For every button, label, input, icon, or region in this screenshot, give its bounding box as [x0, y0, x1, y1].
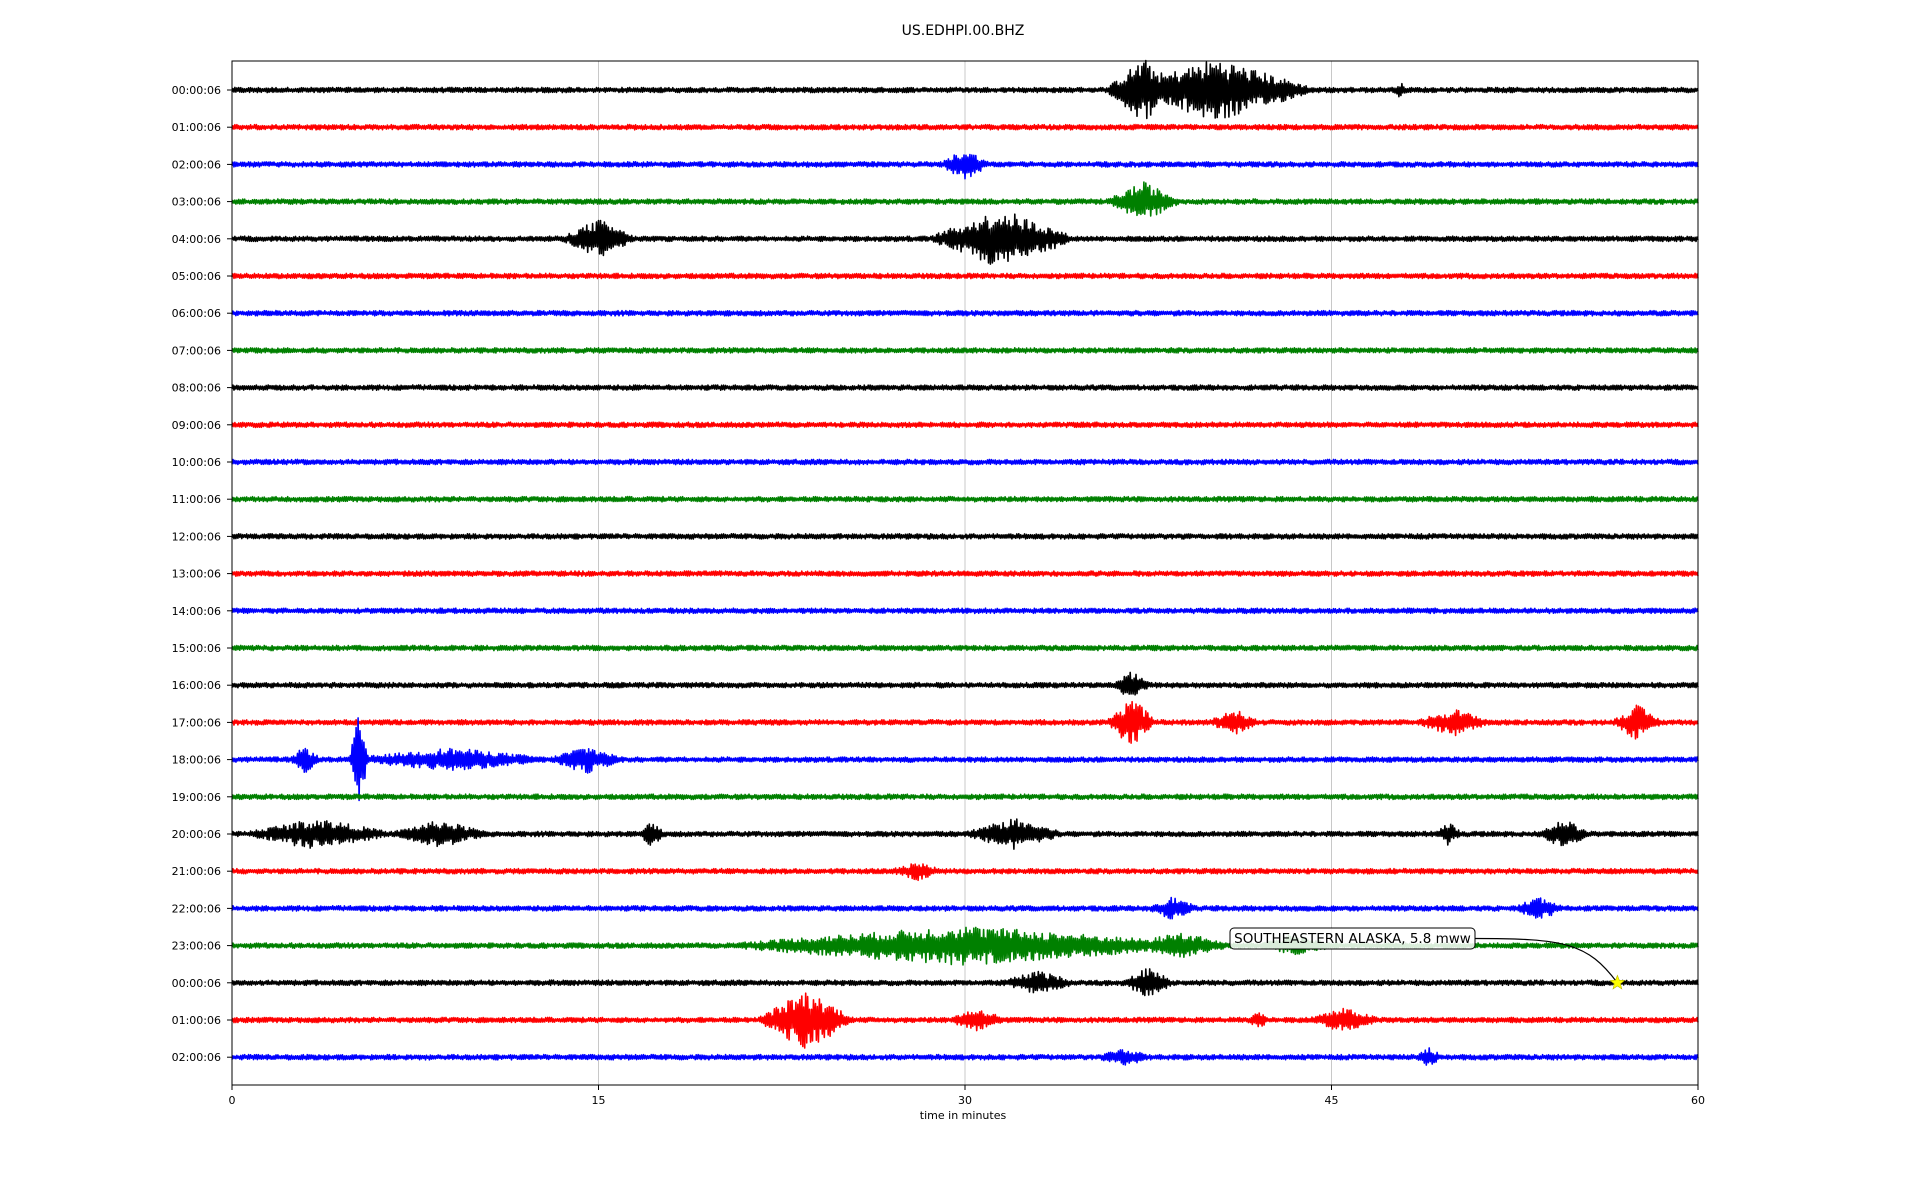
- row-label: 14:00:06: [172, 605, 221, 618]
- row-label: 00:00:06: [172, 84, 221, 97]
- x-tick-label: 45: [1325, 1094, 1339, 1107]
- x-axis: 0 15 30 45 60: [229, 1085, 1705, 1107]
- trace-line: [231, 818, 1699, 850]
- annotation-box: [1229, 927, 1476, 950]
- row-label: 09:00:06: [172, 419, 221, 432]
- row-label: 01:00:06: [172, 121, 221, 134]
- row-label: 18:00:06: [172, 754, 221, 767]
- trace-line: [231, 644, 1699, 652]
- annotation-label: SOUTHEASTERN ALASKA, 5.8 mww: [1234, 931, 1471, 947]
- trace-line: [231, 896, 1699, 920]
- row-label: 16:00:06: [172, 679, 221, 692]
- trace-line: [231, 309, 1699, 317]
- trace-line: [231, 1047, 1699, 1066]
- row-labels: 00:00:06 01:00:06 02:00:06 03:00:06 04:00:06…: [172, 84, 232, 1064]
- row-label: 04:00:06: [172, 233, 221, 246]
- row-label: 08:00:06: [172, 382, 221, 395]
- row-label: 05:00:06: [172, 270, 221, 283]
- event-star-marker: [1609, 974, 1626, 990]
- row-label: 02:00:06: [172, 158, 221, 171]
- row-label: 01:00:06: [172, 1014, 221, 1027]
- trace-line: [231, 495, 1699, 503]
- row-label: 13:00:06: [172, 568, 221, 581]
- event-annotation: SOUTHEASTERN ALASKA, 5.8 mww: [1229, 927, 1626, 990]
- trace-line: [231, 533, 1699, 540]
- trace-line: [231, 570, 1699, 577]
- trace-line: [231, 153, 1699, 180]
- row-label: 03:00:06: [172, 196, 221, 209]
- row-label: 17:00:06: [172, 716, 221, 729]
- row-label: 22:00:06: [172, 902, 221, 915]
- row-label: 21:00:06: [172, 865, 221, 878]
- row-label: 02:00:06: [172, 1051, 221, 1064]
- trace-line: [231, 181, 1699, 217]
- row-label: 12:00:06: [172, 530, 221, 543]
- row-label: 20:00:06: [172, 828, 221, 841]
- trace-line: [231, 347, 1699, 354]
- trace-line: [231, 717, 1699, 802]
- trace-line: [231, 607, 1699, 615]
- trace-line: [231, 272, 1699, 280]
- annotation-arrow: [1474, 937, 1618, 984]
- trace-line: [231, 671, 1699, 696]
- row-label: 11:00:06: [172, 493, 221, 506]
- trace-line: [231, 863, 1699, 882]
- x-tick-label: 30: [958, 1094, 972, 1107]
- trace-line: [231, 384, 1699, 391]
- trace-line: [231, 992, 1699, 1049]
- row-label: 10:00:06: [172, 456, 221, 469]
- x-tick-label: 0: [229, 1094, 236, 1107]
- row-label: 00:00:06: [172, 977, 221, 990]
- trace-line: [231, 59, 1699, 120]
- trace-line: [231, 421, 1699, 429]
- chart-title: US.EDHPI.00.BHZ: [902, 23, 1025, 39]
- x-tick-label: 60: [1691, 1094, 1705, 1107]
- trace-line: [231, 968, 1699, 997]
- trace-line: [231, 458, 1699, 466]
- trace-line: [231, 213, 1699, 265]
- row-label: 06:00:06: [172, 307, 221, 320]
- x-axis-label: time in minutes: [920, 1109, 1007, 1122]
- row-label: 19:00:06: [172, 791, 221, 804]
- trace-line: [231, 793, 1699, 801]
- row-label: 07:00:06: [172, 344, 221, 357]
- traces: [231, 59, 1699, 1066]
- trace-line: [231, 123, 1699, 131]
- x-tick-label: 15: [592, 1094, 606, 1107]
- trace-line: [231, 700, 1699, 744]
- row-label: 23:00:06: [172, 940, 221, 953]
- row-label: 15:00:06: [172, 642, 221, 655]
